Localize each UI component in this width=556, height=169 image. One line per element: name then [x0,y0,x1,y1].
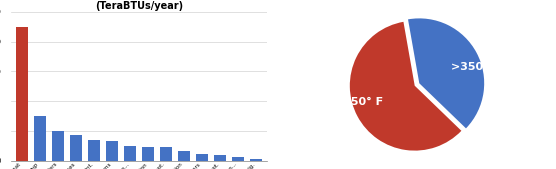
Bar [106,141,118,161]
Bar [142,147,155,161]
Bar [16,27,28,161]
Bar [178,151,190,161]
Bar [214,155,226,161]
Bar [70,135,82,161]
Bar [33,116,46,161]
Bar [88,140,100,161]
Bar [123,146,136,161]
Bar [196,154,208,161]
Text: >350° F: >350° F [451,62,500,71]
Bar [250,159,262,161]
Bar [232,157,245,161]
Bar [160,147,172,161]
Text: <350° F: <350° F [334,98,383,107]
Wedge shape [350,22,461,151]
Bar [52,131,64,161]
Wedge shape [408,18,484,128]
Title: Possible savings by application
(TeraBTUs/year): Possible savings by application (TeraBTU… [52,0,226,11]
